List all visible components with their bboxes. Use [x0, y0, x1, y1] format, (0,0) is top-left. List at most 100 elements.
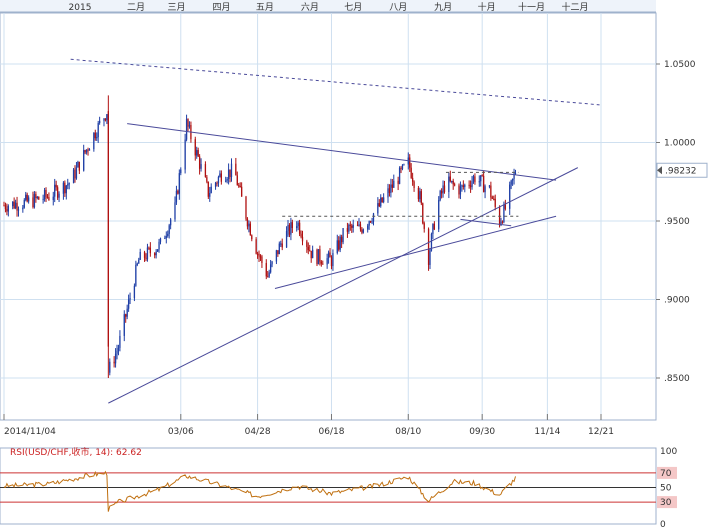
candle-body — [372, 213, 375, 222]
rsi-axis-label: 70 — [660, 469, 672, 479]
candle-body — [207, 181, 209, 197]
candle-body — [409, 157, 411, 168]
candle-body — [197, 150, 199, 157]
rsi-panel: RSI(USD/CHF,收市, 14): 62.62 100 70 50 30 0 — [0, 445, 677, 530]
candle-body — [378, 203, 380, 207]
candle-body — [77, 161, 79, 168]
candle-body — [453, 184, 456, 186]
candle-body — [103, 118, 105, 121]
candle-body — [22, 207, 24, 210]
candle-body — [410, 167, 412, 178]
candle-body — [320, 261, 322, 264]
candle-body — [280, 243, 282, 245]
candle-body — [6, 209, 8, 212]
candle-body — [509, 184, 511, 209]
candle-body — [168, 225, 170, 234]
candle-body — [393, 180, 395, 188]
rsi-axis-label: 30 — [660, 498, 672, 508]
candle-body — [448, 176, 450, 192]
candle-body — [14, 202, 17, 209]
candle-body — [248, 223, 250, 227]
candle-body — [356, 224, 359, 226]
month-label: 十月 — [478, 1, 496, 13]
candle-body — [459, 186, 462, 195]
candle-body — [288, 224, 291, 235]
candle-body — [290, 222, 292, 235]
month-bar-background — [0, 0, 656, 12]
candle-body — [165, 235, 167, 239]
candle-body — [227, 169, 230, 179]
candle-body — [7, 206, 9, 212]
candle-body — [155, 251, 157, 256]
candle-body — [367, 225, 369, 230]
candle-body — [490, 185, 492, 198]
candle-body — [493, 198, 495, 200]
candle-body — [359, 224, 362, 230]
candle-body — [471, 181, 473, 188]
candle-body — [87, 149, 89, 151]
candle-body — [417, 187, 420, 200]
candle-body — [349, 224, 351, 226]
time-axis-label: 09/30 — [469, 427, 495, 437]
candle-body — [139, 251, 141, 260]
month-label: 九月 — [434, 2, 452, 13]
candle-body — [16, 202, 18, 211]
candle-body — [287, 224, 289, 232]
candle-body — [107, 111, 109, 347]
candle-body — [261, 256, 263, 264]
trendline-dashed-channel — [70, 58, 600, 106]
candle-body — [43, 189, 46, 199]
candle-body — [32, 197, 34, 208]
trendline-rising-support — [108, 167, 579, 404]
price-axis-label: 1.0000 — [664, 139, 696, 149]
candle-body — [198, 156, 201, 169]
candle-body — [336, 240, 338, 254]
candle-body — [174, 202, 176, 220]
candle-body — [226, 178, 228, 181]
candle-body — [114, 353, 117, 364]
candle-body — [298, 222, 301, 234]
rsi-axis-label: 0 — [660, 520, 666, 530]
candle-body — [413, 181, 415, 188]
candle-body — [177, 190, 179, 194]
candle-body — [309, 250, 311, 252]
candle-body — [94, 132, 96, 139]
candle-body — [58, 193, 60, 198]
candle-body — [306, 241, 308, 247]
candle-body — [271, 261, 273, 265]
candle-body — [449, 176, 451, 182]
candle-body — [13, 201, 15, 209]
candle-body — [352, 224, 354, 228]
candle-body — [54, 184, 56, 197]
candle-body — [38, 196, 40, 200]
rsi-axis-label: 100 — [660, 447, 677, 457]
candle-body — [513, 173, 515, 179]
candle-body — [17, 209, 20, 211]
candle-body — [236, 175, 238, 186]
candle-body — [3, 205, 5, 207]
candle-body — [138, 259, 140, 264]
candle-body — [45, 189, 47, 197]
candle-body — [488, 185, 491, 187]
candle-body — [327, 252, 330, 259]
candle-body — [68, 183, 70, 185]
candle-body — [281, 243, 283, 248]
candle-body — [382, 197, 385, 203]
candle-body — [62, 182, 65, 194]
candle-body — [268, 272, 270, 277]
candle-body — [146, 247, 149, 260]
candle-body — [511, 178, 514, 181]
candle-body — [109, 361, 111, 373]
candle-body — [240, 186, 243, 197]
candle-body — [514, 173, 517, 175]
time-axis-label: 03/06 — [168, 427, 194, 437]
candle-body — [46, 196, 49, 198]
candle-body — [56, 187, 59, 198]
candle-body — [4, 205, 7, 210]
candle-body — [246, 218, 249, 227]
time-axis-label: 11/14 — [534, 427, 560, 437]
candle-body — [380, 197, 382, 207]
month-label: 七月 — [344, 2, 362, 13]
candle-body — [285, 231, 288, 248]
